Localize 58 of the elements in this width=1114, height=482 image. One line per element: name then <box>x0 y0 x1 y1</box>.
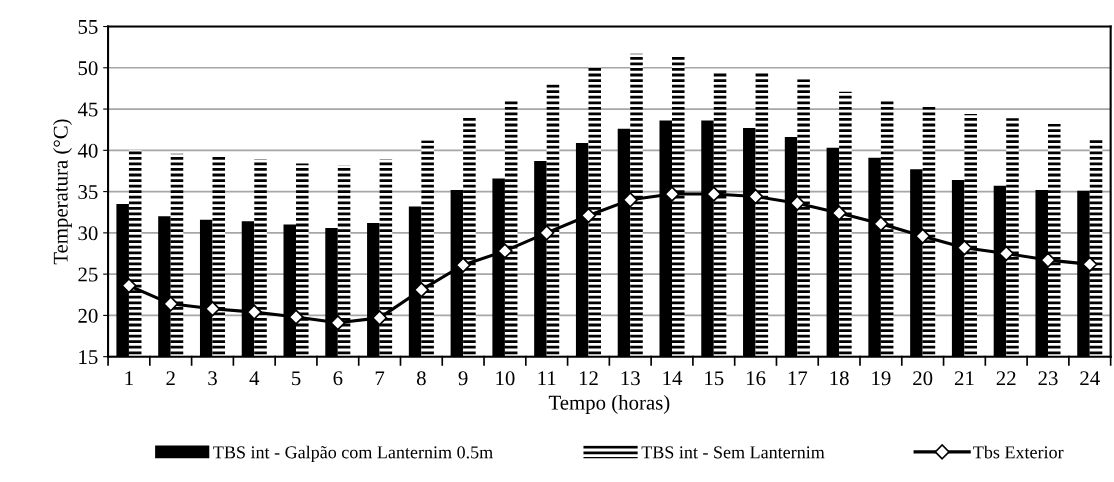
x-tick-label: 4 <box>249 371 260 386</box>
point <box>455 257 471 273</box>
point <box>998 245 1014 262</box>
x-tick-label: 8 <box>416 371 426 386</box>
point <box>1040 252 1056 268</box>
x-tick-label: 19 <box>872 371 891 386</box>
x-tick-label: 24 <box>1080 371 1100 386</box>
x-tick-label: 18 <box>830 371 849 386</box>
x-tick-label: 7 <box>375 371 385 386</box>
x-tick-label: 15 <box>705 371 724 386</box>
x-tick-label: 13 <box>621 371 640 386</box>
x-tick-label: 22 <box>996 371 1016 386</box>
x-tick-label: 3 <box>208 371 217 386</box>
point <box>873 216 889 232</box>
y-tick-label: 20 <box>78 308 98 323</box>
point <box>330 315 346 331</box>
y-tick-label: 50 <box>78 61 98 76</box>
y-tick-label: 45 <box>77 102 98 117</box>
x-tick-label: 16 <box>746 371 766 386</box>
y-tick-label: 25 <box>78 267 98 282</box>
legend-label: Tbs Exterior <box>973 445 1064 459</box>
y-tick-label: 30 <box>78 226 98 241</box>
x-tick-label: 21 <box>954 371 974 386</box>
y-tick-label: 55 <box>78 20 98 34</box>
x-tick-label: 6 <box>333 371 343 386</box>
y-tick-label: 40 <box>77 143 98 158</box>
x-tick-label: 5 <box>292 371 301 386</box>
point <box>246 304 262 320</box>
x-tick-label: 2 <box>166 371 175 386</box>
point <box>622 192 638 208</box>
point <box>664 186 680 202</box>
x-tick-label: 1 <box>125 371 133 386</box>
y-tick-label: 15 <box>79 350 98 365</box>
x-tick-label: 10 <box>496 371 515 386</box>
x-tick-label: 17 <box>788 371 808 386</box>
point <box>204 301 221 317</box>
x-tick-label: 20 <box>913 371 933 386</box>
point <box>121 277 137 294</box>
point <box>163 296 179 312</box>
point <box>1082 256 1098 272</box>
legend-label: TBS int - Sem Lanternim <box>641 446 825 459</box>
x-tick-label: 23 <box>1038 371 1058 386</box>
x-tick-label: 14 <box>663 371 683 386</box>
point <box>789 195 806 211</box>
legend-label: TBS int - Galpão com Lanternim 0.5m <box>213 445 493 463</box>
point <box>831 205 847 221</box>
point <box>956 240 973 256</box>
x-tick-label: 9 <box>458 371 468 386</box>
x-tick-label: 12 <box>579 371 598 386</box>
y-tick-label: 35 <box>78 185 98 200</box>
point <box>580 207 597 224</box>
point <box>288 309 304 325</box>
y-axis-title: Temperatura (°C) <box>53 119 72 265</box>
point <box>706 186 722 202</box>
x-tick-label: 11 <box>538 371 556 386</box>
point <box>497 243 513 259</box>
point <box>413 282 430 298</box>
x-axis-title: Tempo (horas) <box>548 395 670 414</box>
